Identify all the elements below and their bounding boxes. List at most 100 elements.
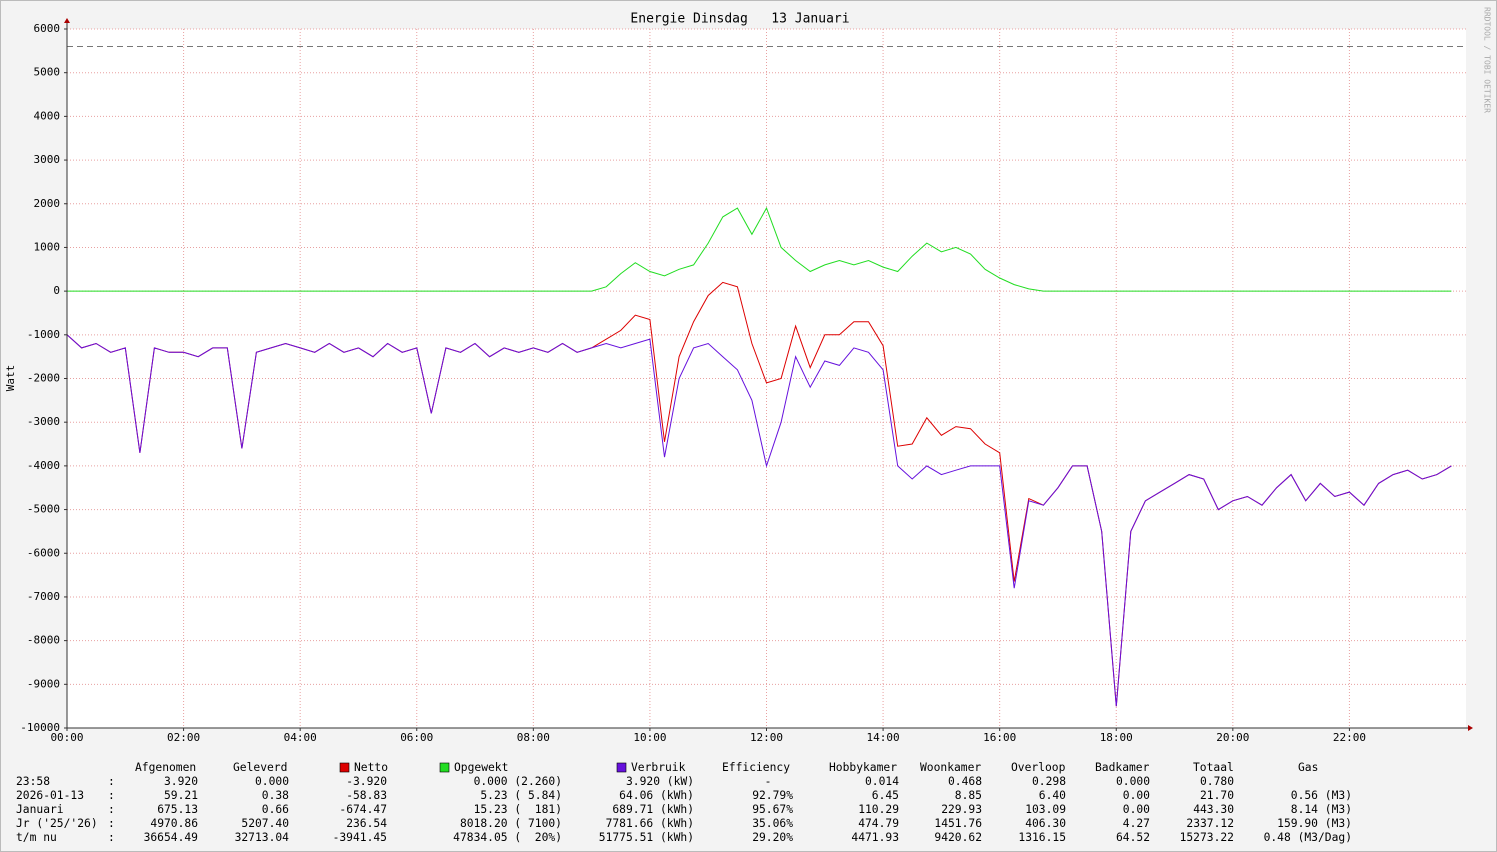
table-cell: -674.47 [339, 803, 387, 816]
table-cell: 2337.12 [1186, 817, 1234, 830]
column-header: Overloop [1011, 761, 1066, 774]
column-header: Hobbykamer [829, 761, 897, 774]
y-tick-label: 5000 [34, 66, 61, 79]
x-tick-label: 16:00 [983, 731, 1016, 744]
table-cell: t/m nu [16, 831, 57, 844]
table-cell: 4.27 [1123, 817, 1150, 830]
table-cell: - [765, 775, 772, 788]
table-cell: 0.468 [948, 775, 982, 788]
y-axis-label: Watt [4, 365, 17, 392]
x-tick-label: 20:00 [1216, 731, 1249, 744]
table-cell: 5.23 ( 5.84) [480, 789, 562, 802]
table-cell: 15273.22 [1180, 831, 1234, 844]
table-cell: 0.66 [262, 803, 289, 816]
table-cell: 5207.40 [241, 817, 289, 830]
x-tick-label: 00:00 [50, 731, 83, 744]
column-header: Gas [1298, 761, 1318, 774]
x-tick-label: 18:00 [1100, 731, 1133, 744]
table-cell: 0.56 (M3) [1291, 789, 1352, 802]
table-cell: 229.93 [941, 803, 982, 816]
y-tick-label: -10000 [20, 721, 60, 734]
y-tick-label: 1000 [34, 240, 61, 253]
watermark: RRDTOOL / TOBI OETIKER [1483, 7, 1492, 113]
legend-swatch [439, 762, 450, 773]
table-cell: 6.45 [872, 789, 899, 802]
table-cell: 443.30 [1193, 803, 1234, 816]
table-cell: 0.000 [1116, 775, 1150, 788]
x-tick-label: 12:00 [750, 731, 783, 744]
table-cell: 1316.15 [1018, 831, 1066, 844]
legend-swatch [339, 762, 350, 773]
table-cell: 32713.04 [235, 831, 290, 844]
x-tick-label: 08:00 [517, 731, 550, 744]
table-cell: 675.13 [157, 803, 198, 816]
column-header: Geleverd [233, 761, 287, 774]
x-tick-label: 04:00 [284, 731, 317, 744]
y-tick-label: -8000 [27, 634, 60, 647]
table-cell: 2026-01-13 [16, 789, 84, 802]
table-cell: 0.014 [865, 775, 899, 788]
table-cell: 236.54 [346, 817, 387, 830]
table-cell: : [108, 817, 115, 830]
table-cell: -58.83 [346, 789, 387, 802]
x-tick-label: 22:00 [1333, 731, 1366, 744]
y-tick-label: -6000 [27, 546, 60, 559]
table-cell: 103.09 [1025, 803, 1066, 816]
chart-title: Energie Dinsdag 13 Januari [630, 12, 849, 27]
y-tick-label: -7000 [27, 590, 60, 603]
series-line [66, 334, 1452, 707]
legend-label: Opgewekt [454, 761, 508, 774]
y-tick-label: 4000 [34, 109, 61, 122]
y-tick-label: 3000 [34, 153, 61, 166]
axis-arrow [1468, 725, 1473, 731]
table-cell: 0.000 (2.260) [474, 775, 562, 788]
table-cell: 8018.20 ( 7100) [460, 817, 562, 830]
table-cell: : [108, 831, 115, 844]
y-tick-label: -4000 [27, 459, 60, 472]
table-cell: Jr ('25/'26) [16, 817, 98, 830]
column-header: Totaal [1193, 761, 1234, 774]
x-tick-label: 14:00 [867, 731, 900, 744]
table-cell: 64.06 (kWh) [619, 789, 694, 802]
table-cell: 95.67% [752, 803, 793, 816]
legend-label: Netto [354, 761, 388, 774]
legend-label: Verbruik [631, 761, 686, 774]
table-cell: 3.920 [164, 775, 198, 788]
table-cell: 92.79% [752, 789, 793, 802]
table-cell: 9420.62 [934, 831, 982, 844]
table-cell: 0.48 (M3/Dag) [1264, 831, 1352, 844]
column-header: Woonkamer [920, 761, 981, 774]
legend-swatch [616, 762, 627, 773]
y-tick-label: -3000 [27, 415, 60, 428]
y-tick-label: -2000 [27, 372, 60, 385]
table-cell: 8.14 (M3) [1291, 803, 1352, 816]
x-tick-label: 06:00 [400, 731, 433, 744]
y-tick-label: -1000 [27, 328, 60, 341]
table-cell: 23:58 [16, 775, 50, 788]
table-cell: 47834.05 ( 20%) [453, 831, 562, 844]
x-tick-label: 10:00 [633, 731, 666, 744]
table-cell: 0.298 [1032, 775, 1066, 788]
table-cell: 36654.49 [144, 831, 199, 844]
y-tick-label: 0 [53, 284, 60, 297]
table-cell: 0.00 [1123, 789, 1150, 802]
table-cell: 159.90 (M3) [1277, 817, 1352, 830]
table-cell: 59.21 [164, 789, 198, 802]
axis-arrow [64, 18, 70, 23]
table-cell: -3.920 [346, 775, 387, 788]
table-cell: 0.000 [255, 775, 289, 788]
table-cell: 0.780 [1200, 775, 1234, 788]
table-cell: 1451.76 [934, 817, 982, 830]
table-cell: 7781.66 (kWh) [606, 817, 694, 830]
table-cell: 474.79 [858, 817, 899, 830]
table-cell: 29.20% [752, 831, 793, 844]
table-cell: 64.52 [1116, 831, 1150, 844]
table-cell: 35.06% [752, 817, 793, 830]
table-cell: 0.38 [262, 789, 289, 802]
series-line [67, 206, 1452, 292]
table-cell: : [108, 803, 115, 816]
y-tick-label: -5000 [27, 503, 60, 516]
table-cell: Januari [16, 803, 64, 816]
table-cell: 4970.86 [150, 817, 198, 830]
